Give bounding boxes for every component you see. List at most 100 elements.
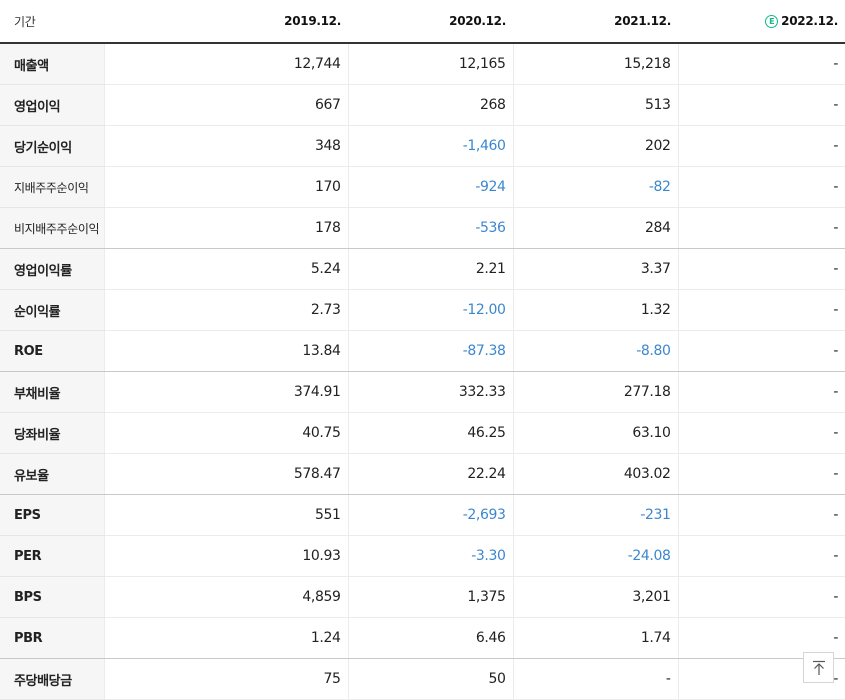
table-cell: 513 <box>512 84 678 126</box>
row-reserve-ratio: 유보율 578.47 22.24 403.02 - <box>0 453 845 495</box>
table-header: 기간 2019.12. 2020.12. 2021.12. E 2022.12. <box>0 0 845 44</box>
table-cell: 75 <box>103 658 348 700</box>
table-cell: 202 <box>512 125 678 167</box>
row-debt-ratio: 부채비율 374.91 332.33 277.18 - <box>0 371 845 413</box>
table-cell: -924 <box>347 166 513 208</box>
table-cell: - <box>677 289 845 331</box>
table-cell: - <box>677 371 845 413</box>
column-header-2021: 2021.12. <box>513 0 678 44</box>
table-cell: 40.75 <box>103 412 348 454</box>
table-cell: 6.46 <box>347 617 513 659</box>
row-quick-ratio: 당좌비율 40.75 46.25 63.10 - <box>0 412 845 454</box>
table-cell: -536 <box>347 207 513 249</box>
table-cell: -231 <box>512 494 678 536</box>
table-cell: - <box>677 248 845 290</box>
row-label: 영업이익률 <box>0 248 104 290</box>
table-cell: 10.93 <box>103 535 348 577</box>
table-cell: 578.47 <box>103 453 348 495</box>
scroll-to-top-button[interactable] <box>803 652 834 683</box>
table-cell: -87.38 <box>347 330 513 372</box>
table-cell: - <box>677 330 845 372</box>
table-cell: -8.80 <box>512 330 678 372</box>
row-net-income: 당기순이익 348 -1,460 202 - <box>0 125 845 167</box>
estimate-icon: E <box>765 15 779 28</box>
row-roe: ROE 13.84 -87.38 -8.80 - <box>0 330 845 372</box>
table-cell: 12,744 <box>103 43 348 85</box>
column-header-2022-label: 2022.12. <box>781 14 838 28</box>
row-label: 당좌비율 <box>0 412 104 454</box>
table-cell: - <box>677 535 845 577</box>
table-cell: - <box>677 453 845 495</box>
table-cell: 22.24 <box>347 453 513 495</box>
table-cell: - <box>512 658 678 700</box>
row-label: 지배주주순이익 <box>0 166 104 208</box>
row-net-margin: 순이익률 2.73 -12.00 1.32 - <box>0 289 845 331</box>
table-cell: -3.30 <box>347 535 513 577</box>
table-cell: 2.73 <box>103 289 348 331</box>
table-cell: 1.32 <box>512 289 678 331</box>
row-label: 주당배당금 <box>0 658 104 700</box>
arrow-up-to-line-icon <box>813 660 825 675</box>
table-cell: -12.00 <box>347 289 513 331</box>
row-operating-margin: 영업이익률 5.24 2.21 3.37 - <box>0 248 845 290</box>
table-cell: 403.02 <box>512 453 678 495</box>
table-cell: - <box>677 412 845 454</box>
row-label: 유보율 <box>0 453 104 495</box>
table-cell: 374.91 <box>103 371 348 413</box>
table-cell: 1.24 <box>103 617 348 659</box>
table-cell: -2,693 <box>347 494 513 536</box>
table-cell: -1,460 <box>347 125 513 167</box>
column-header-2019: 2019.12. <box>104 0 348 44</box>
table-cell: -24.08 <box>512 535 678 577</box>
row-eps: EPS 551 -2,693 -231 - <box>0 494 845 536</box>
row-label: 비지배주주순이익 <box>0 207 104 249</box>
row-non-controlling-net-income: 비지배주주순이익 178 -536 284 - <box>0 207 845 249</box>
header-row: 기간 2019.12. 2020.12. 2021.12. E 2022.12. <box>0 0 845 44</box>
table-body: 매출액 12,744 12,165 15,218 - 영업이익 667 268 … <box>0 43 845 700</box>
table-cell: 1,375 <box>347 576 513 618</box>
row-label: 당기순이익 <box>0 125 104 167</box>
row-bps: BPS 4,859 1,375 3,201 - <box>0 576 845 618</box>
table-cell: 46.25 <box>347 412 513 454</box>
table-cell: - <box>677 494 845 536</box>
table-cell: - <box>677 125 845 167</box>
table-cell: 1.74 <box>512 617 678 659</box>
table-cell: 50 <box>347 658 513 700</box>
table-cell: -82 <box>512 166 678 208</box>
table-cell: 3,201 <box>512 576 678 618</box>
table-cell: 5.24 <box>103 248 348 290</box>
table-cell: 4,859 <box>103 576 348 618</box>
row-dividend-per-share: 주당배당금 75 50 - - <box>0 658 845 700</box>
table-cell: 13.84 <box>103 330 348 372</box>
row-operating-profit: 영업이익 667 268 513 - <box>0 84 845 126</box>
table-cell: 2.21 <box>347 248 513 290</box>
row-label: 영업이익 <box>0 84 104 126</box>
row-revenue: 매출액 12,744 12,165 15,218 - <box>0 43 845 85</box>
column-header-2020: 2020.12. <box>348 0 513 44</box>
table-cell: 284 <box>512 207 678 249</box>
column-header-2022-estimate: E 2022.12. <box>678 0 845 44</box>
row-label: ROE <box>0 330 104 372</box>
row-pbr: PBR 1.24 6.46 1.74 - <box>0 617 845 659</box>
row-label: 매출액 <box>0 43 104 85</box>
table-cell: 170 <box>103 166 348 208</box>
table-cell: - <box>677 166 845 208</box>
row-label: BPS <box>0 576 104 618</box>
table-cell: 332.33 <box>347 371 513 413</box>
row-label: PBR <box>0 617 104 659</box>
table-cell: 3.37 <box>512 248 678 290</box>
row-label: 부채비율 <box>0 371 104 413</box>
table-cell: 178 <box>103 207 348 249</box>
table-cell: 667 <box>103 84 348 126</box>
table-cell: 277.18 <box>512 371 678 413</box>
table-cell: - <box>677 207 845 249</box>
row-label: EPS <box>0 494 104 536</box>
table-cell: 268 <box>347 84 513 126</box>
table-cell: 348 <box>103 125 348 167</box>
table-cell: 63.10 <box>512 412 678 454</box>
row-per: PER 10.93 -3.30 -24.08 - <box>0 535 845 577</box>
row-label: 순이익률 <box>0 289 104 331</box>
row-label: PER <box>0 535 104 577</box>
table-cell: 551 <box>103 494 348 536</box>
